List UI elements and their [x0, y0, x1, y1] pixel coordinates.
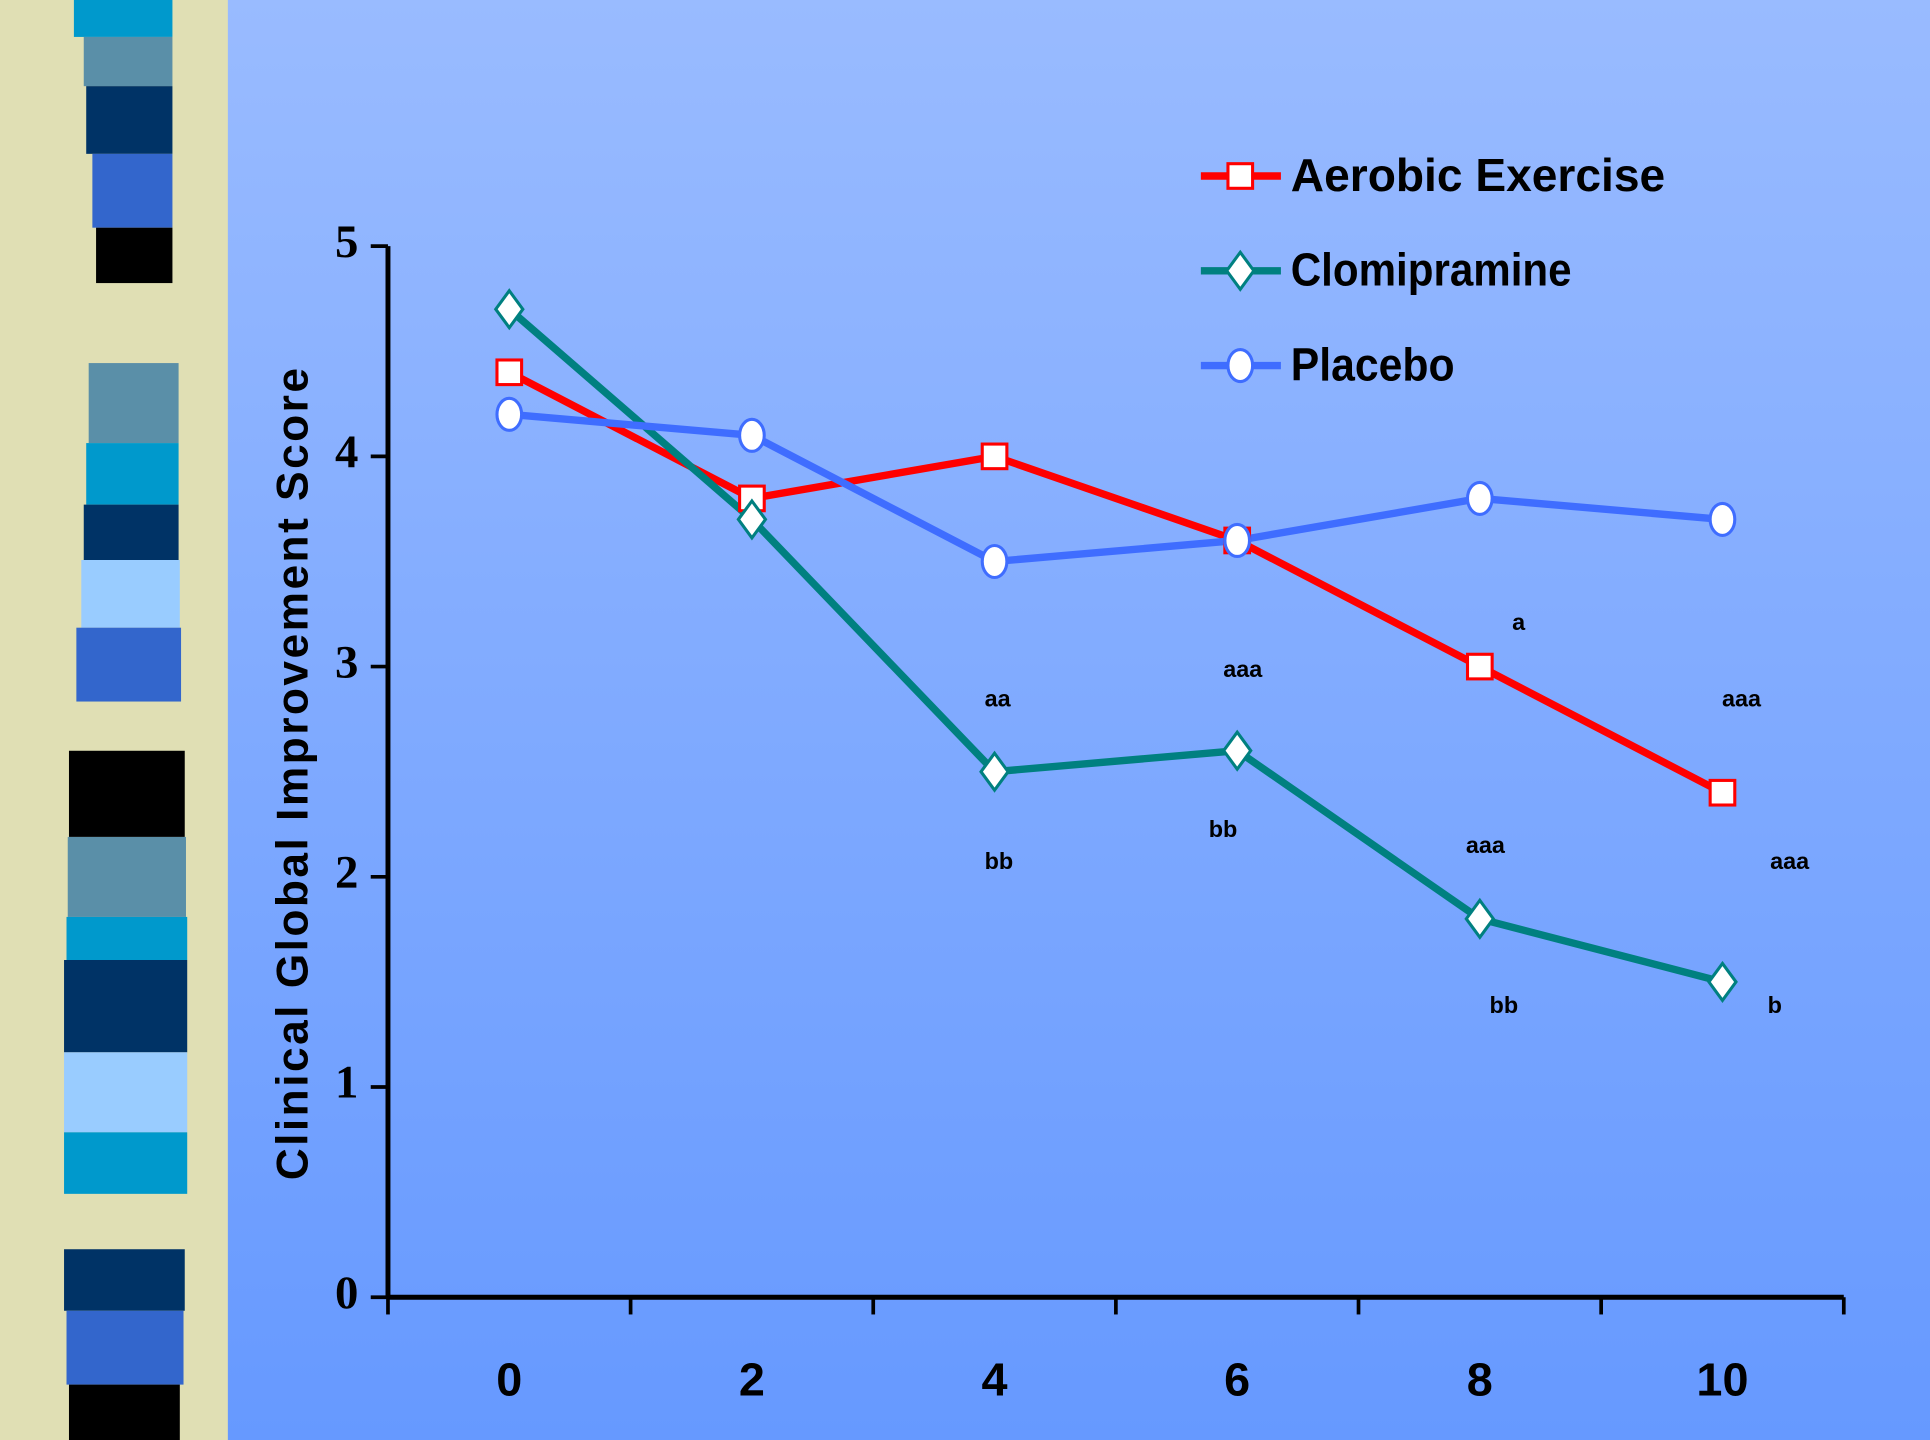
y-tick-label: 5	[335, 216, 358, 268]
y-tick-label: 0	[335, 1267, 358, 1319]
annotation: b	[1768, 992, 1782, 1018]
chart: Clinical Global Improvement Score 0 1 2 3 4 5…	[0, 0, 1930, 1440]
annotation: a	[1512, 609, 1526, 635]
annotation: bb	[1490, 992, 1519, 1018]
y-tick-label: 3	[335, 636, 358, 688]
marker	[740, 419, 765, 451]
marker	[1228, 164, 1253, 189]
marker	[1710, 503, 1735, 535]
marker	[1468, 482, 1493, 514]
legend-label: Placebo	[1291, 338, 1455, 390]
marker	[1225, 524, 1250, 556]
x-tick-label: 4	[982, 1354, 1008, 1406]
legend-label: Aerobic Exercise	[1291, 149, 1665, 201]
y-tick-label: 2	[335, 847, 358, 899]
annotation: aaa	[1770, 848, 1810, 874]
marker	[497, 398, 522, 430]
x-tick-label: 10	[1696, 1354, 1748, 1406]
legend-label: Clomipramine	[1291, 244, 1572, 296]
marker	[982, 545, 1007, 577]
annotation: bb	[1209, 816, 1238, 842]
annotation: aaa	[1722, 685, 1762, 711]
y-tick-label: 4	[335, 426, 358, 478]
x-tick-label: 0	[496, 1354, 522, 1406]
marker	[982, 444, 1007, 469]
marker	[1228, 350, 1253, 382]
annotation: aa	[985, 685, 1012, 711]
marker	[1710, 780, 1735, 805]
x-tick-label: 6	[1224, 1354, 1250, 1406]
marker	[497, 360, 522, 385]
y-axis-label: Clinical Global Improvement Score	[268, 366, 317, 1181]
x-tick-label: 2	[739, 1354, 765, 1406]
annotation: aaa	[1223, 656, 1263, 682]
page: {"chart_data": {"type": "line", "y_label…	[0, 0, 1930, 1440]
annotation: aaa	[1466, 832, 1506, 858]
x-tick-label: 8	[1467, 1354, 1493, 1406]
side-decoration	[0, 0, 228, 1440]
y-tick-label: 1	[335, 1057, 358, 1109]
marker	[1468, 654, 1493, 679]
annotation: bb	[985, 848, 1014, 874]
